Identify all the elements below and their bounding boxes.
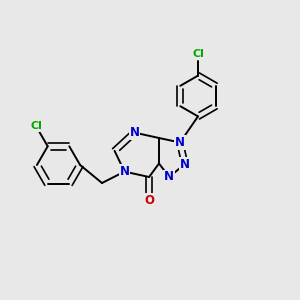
Text: N: N [164,170,174,184]
Text: Cl: Cl [192,49,204,59]
Text: N: N [119,165,130,178]
Text: N: N [129,126,140,139]
Text: Cl: Cl [30,121,42,131]
Text: O: O [144,194,154,207]
Text: N: N [175,136,185,149]
Text: N: N [180,158,190,171]
